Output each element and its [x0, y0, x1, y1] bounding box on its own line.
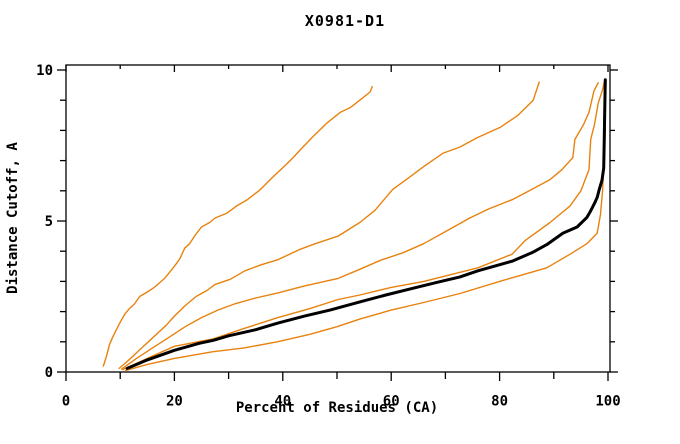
x-tick-label: 20 — [166, 394, 183, 410]
model-curve-2 — [118, 81, 540, 370]
x-tick-label: 80 — [491, 394, 508, 410]
y-tick-label: 10 — [36, 63, 53, 79]
tick-labels: 0 20 40 60 80 100 0 5 10 — [36, 63, 621, 410]
model-curve-1 — [102, 85, 373, 367]
x-tick-label: 0 — [62, 394, 70, 410]
chart-title: X0981-D1 — [305, 12, 385, 30]
highlighted-curve-black — [125, 78, 607, 370]
x-axis-label: Percent of Residues (CA) — [236, 400, 438, 416]
y-axis-label: Distance Cutoff, A — [5, 142, 21, 294]
x-tick-label: 40 — [274, 394, 291, 410]
axis-ticks — [57, 65, 618, 381]
x-tick-label: 60 — [383, 394, 400, 410]
model-curve-5 — [124, 128, 606, 372]
y-tick-label: 0 — [45, 365, 53, 381]
plot-frame — [65, 64, 611, 373]
model-curve-4 — [122, 81, 605, 371]
y-tick-label: 5 — [45, 214, 53, 230]
plot-border — [65, 64, 611, 373]
curves — [102, 78, 607, 372]
model-curve-3 — [121, 81, 599, 370]
x-tick-label: 100 — [595, 394, 620, 410]
